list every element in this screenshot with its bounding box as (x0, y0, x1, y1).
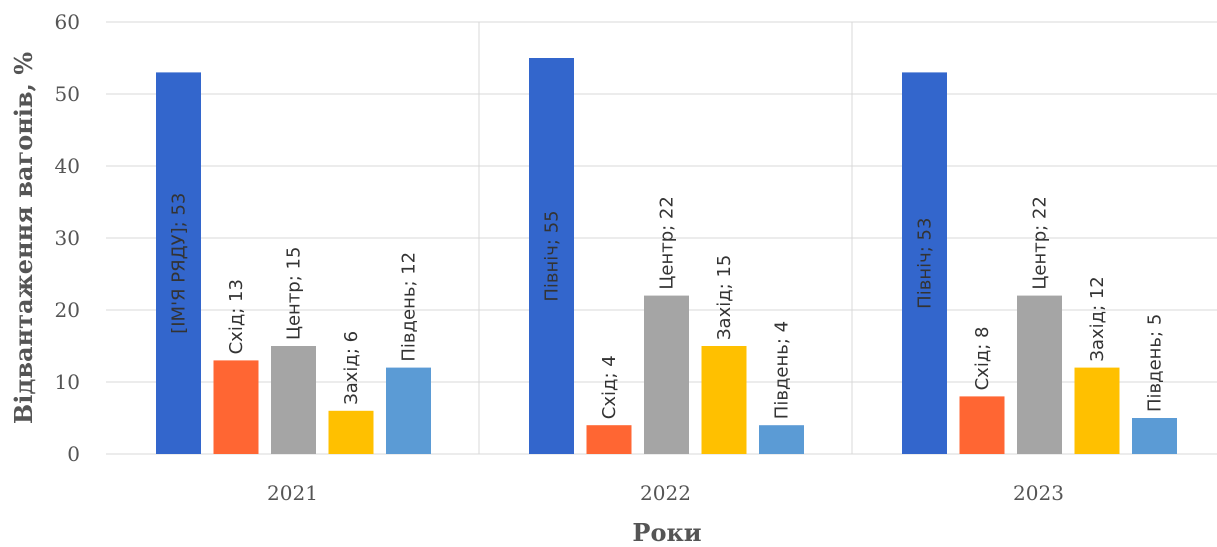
y-axis-title: Відвантаження вагонів, % (9, 52, 38, 424)
y-tick-label: 30 (55, 226, 80, 250)
data-label: Північ; 53 (915, 218, 936, 309)
y-axis-ticks: 0 10 20 30 40 50 60 (55, 10, 80, 466)
bars (156, 58, 1177, 455)
bar (213, 360, 259, 454)
data-label: Схід; 13 (226, 279, 247, 354)
bar (759, 425, 804, 454)
data-label: Центр; 22 (1030, 196, 1051, 289)
data-label: Центр; 15 (284, 247, 305, 340)
data-labels: [ІМ'Я РЯДУ]; 53 Схід; 13 Центр; 15 Захід; 6… (169, 193, 1166, 420)
bar (386, 367, 431, 454)
x-axis-title: Роки (632, 518, 701, 547)
data-label: Південь; 5 (1145, 314, 1166, 412)
data-label: [ІМ'Я РЯДУ]; 53 (169, 193, 190, 334)
data-label: Південь; 12 (399, 252, 420, 362)
data-label: Схід; 4 (599, 355, 620, 419)
x-tick-label: 2021 (267, 481, 318, 505)
x-tick-label: 2023 (1013, 481, 1064, 505)
data-label: Захід; 12 (1087, 276, 1108, 361)
data-label: Захід; 15 (714, 255, 735, 340)
bar (328, 410, 374, 454)
bar (959, 396, 1005, 454)
bar (586, 425, 632, 454)
bar (1074, 367, 1120, 454)
y-tick-label: 40 (55, 154, 80, 178)
y-tick-label: 20 (55, 298, 80, 322)
data-label: Північ; 55 (542, 210, 563, 301)
bar (902, 72, 947, 455)
x-tick-label: 2022 (640, 481, 691, 505)
bar (156, 72, 201, 455)
x-axis-ticks: 2021 2022 2023 (267, 481, 1064, 505)
bar (529, 58, 574, 454)
y-tick-label: 10 (55, 370, 80, 394)
bar (271, 346, 316, 454)
bar (1132, 418, 1177, 454)
bar (701, 346, 747, 454)
y-tick-label: 0 (67, 442, 80, 466)
category-separators (478, 22, 853, 454)
y-tick-label: 60 (55, 10, 80, 34)
data-label: Південь; 4 (772, 321, 793, 419)
data-label: Схід; 8 (972, 326, 993, 390)
data-label: Захід; 6 (341, 331, 362, 405)
bar (1017, 295, 1062, 454)
y-tick-label: 50 (55, 82, 80, 106)
bar (644, 295, 689, 454)
data-label: Центр; 22 (657, 196, 678, 289)
